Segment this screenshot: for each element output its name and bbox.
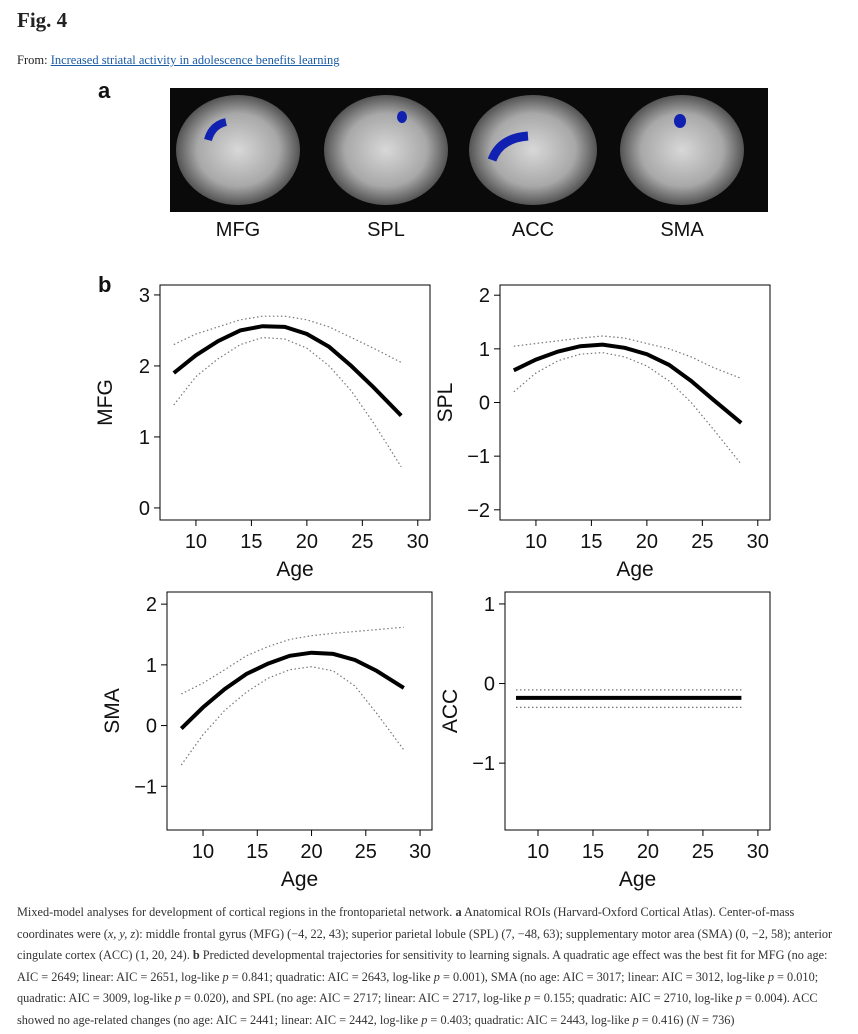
confidence-bound: [181, 626, 404, 695]
caption-text: = 0.416) (: [638, 1012, 691, 1027]
caption-text: = 0.403; quadratic: AIC = 2443, log-like: [427, 1012, 633, 1027]
x-tick-label: 10: [525, 531, 547, 553]
caption-text: = 0.010; quadratic: AIC = 3009, log-like: [17, 969, 819, 1006]
y-tick-label: 1: [479, 339, 490, 361]
confidence-bound: [173, 315, 402, 363]
x-tick-label: 25: [692, 841, 714, 863]
plot-frame: [499, 284, 771, 521]
panel-label: a: [98, 78, 111, 103]
x-tick-label: 10: [185, 531, 207, 553]
y-tick-label: 0: [484, 674, 495, 696]
caption-panel-ref: b: [192, 948, 200, 962]
x-tick-label: 10: [527, 841, 549, 863]
x-tick-label: 30: [747, 841, 769, 863]
source: From: Increased striatal activity in ado…: [17, 53, 339, 68]
y-axis-label: MFG: [94, 379, 117, 426]
caption-text: Predicted developmental trajectories for…: [17, 948, 828, 984]
x-tick-label: 20: [300, 841, 322, 863]
panel-label: b: [98, 272, 111, 297]
x-tick-label: 20: [296, 531, 318, 553]
from-label: From:: [17, 53, 48, 67]
caption-text: = 0.004). ACC showed no age-related chan…: [17, 991, 818, 1027]
caption-text: = 0.020), and SPL (no age: AIC = 2717; l…: [181, 991, 525, 1005]
caption-text: ): middle frontal gyrus (MFG) (−4, 22, 4…: [17, 926, 833, 963]
x-axis-label: Age: [619, 868, 656, 891]
x-tick-label: 25: [351, 531, 373, 553]
roi-label: MFG: [216, 219, 260, 241]
plot-frame: [504, 591, 771, 831]
y-tick-label: 0: [146, 716, 157, 738]
y-tick-label: 2: [479, 285, 490, 307]
x-tick-label: 15: [240, 531, 262, 553]
confidence-bound: [513, 351, 742, 465]
confidence-bound: [173, 336, 402, 468]
y-tick-label: 1: [139, 427, 150, 449]
confidence-bound: [513, 335, 742, 379]
y-tick-label: −1: [467, 446, 490, 468]
x-tick-label: 20: [637, 841, 659, 863]
caption-text: p: [174, 991, 182, 1005]
roi-label: SMA: [660, 219, 704, 241]
figure: a MFG SPL ACC SMA b 10 15 20 25 300123AgeMFG…: [94, 78, 771, 891]
y-tick-label: −1: [472, 753, 495, 775]
caption-text: Anatomical ROIs (Harvard-Oxford Cortical…: [17, 905, 795, 941]
caption-text: = 736): [698, 1012, 735, 1027]
caption: Mixed-model analyses for development of …: [17, 902, 847, 1031]
y-tick-label: 1: [146, 655, 157, 677]
roi-label: SPL: [367, 219, 405, 241]
fit-line: [172, 324, 403, 417]
caption-panel-ref: a: [455, 905, 462, 919]
plot-frame: [159, 284, 431, 521]
x-tick-label: 30: [409, 841, 431, 863]
plot-frame: [166, 591, 433, 831]
x-tick-label: 15: [246, 841, 268, 863]
fit-line: [179, 650, 405, 731]
y-tick-label: 1: [484, 594, 495, 616]
caption-text: = 0.155; quadratic: AIC = 2710, log-like: [530, 991, 736, 1005]
caption-text: Mixed-model analyses for development of …: [17, 905, 456, 919]
caption-text: N: [690, 1012, 699, 1027]
x-tick-label: 25: [355, 841, 377, 863]
roi-label: ACC: [512, 219, 554, 241]
y-axis-label: ACC: [439, 689, 462, 733]
brain-images: [176, 95, 744, 205]
x-tick-label: 30: [407, 531, 429, 553]
x-tick-label: 20: [636, 531, 658, 553]
y-tick-label: 3: [139, 285, 150, 307]
caption-text: p: [222, 969, 229, 984]
caption-text: x, y, z: [107, 926, 136, 941]
x-tick-label: 10: [192, 841, 214, 863]
caption-text: p: [524, 991, 531, 1005]
x-tick-label: 15: [580, 531, 602, 553]
caption-text: = 0.841; quadratic: AIC = 2643, log-like: [228, 969, 434, 984]
caption-text: = 0.001), SMA (no age: AIC = 3017; linea…: [439, 969, 768, 984]
y-tick-label: −2: [467, 500, 490, 522]
confidence-bound: [180, 666, 405, 766]
article-link[interactable]: Increased striatal activity in adolescen…: [50, 53, 340, 67]
y-tick-label: 0: [479, 393, 490, 415]
caption-text: p: [767, 969, 774, 984]
y-tick-label: 2: [139, 356, 150, 378]
caption-text: p: [632, 1012, 639, 1027]
y-tick-label: 0: [139, 498, 150, 520]
caption-text: p: [433, 969, 440, 984]
caption-text: p: [735, 991, 742, 1005]
y-tick-label: 2: [146, 594, 157, 616]
figure-title: Fig. 4: [17, 8, 68, 32]
y-tick-label: −1: [134, 776, 157, 798]
x-axis-label: Age: [276, 558, 313, 581]
x-tick-label: 30: [747, 531, 769, 553]
x-axis-label: Age: [281, 868, 318, 891]
y-axis-label: SPL: [434, 383, 457, 423]
caption-text: p: [421, 1012, 428, 1027]
x-axis-label: Age: [616, 558, 653, 581]
fit-line: [512, 342, 743, 425]
y-axis-label: SMA: [101, 688, 124, 734]
x-tick-label: 25: [691, 531, 713, 553]
x-tick-label: 15: [582, 841, 604, 863]
